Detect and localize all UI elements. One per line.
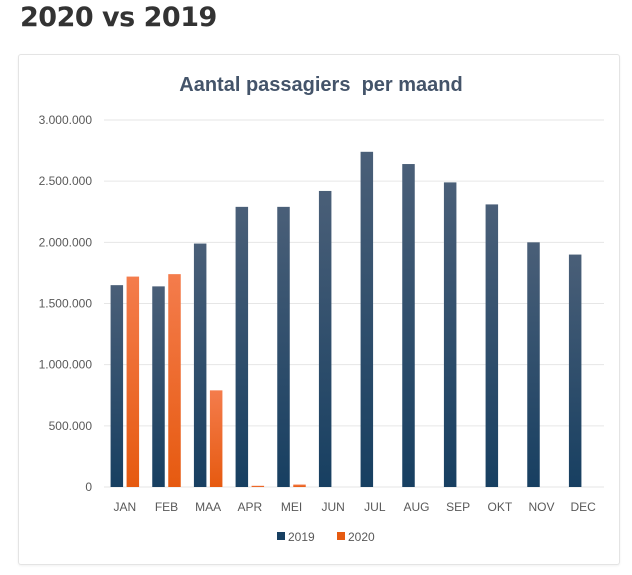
x-tick-label: OKT <box>487 500 512 514</box>
y-axis-ticks: 0 500.000 1.000.000 1.500.000 2.000.000 2.500… <box>39 113 93 494</box>
page-heading: 2020 vs 2019 <box>20 2 217 33</box>
x-tick-label: APR <box>237 500 262 514</box>
x-tick-label: MEI <box>281 500 302 514</box>
legend: 2019 2020 <box>277 530 375 544</box>
bars <box>110 151 582 487</box>
bar-2019-sep <box>443 182 457 487</box>
bar-2020-maa <box>209 390 223 487</box>
y-tick-label: 1.000.000 <box>39 358 93 372</box>
x-tick-label: JUL <box>364 500 386 514</box>
legend-label: 2020 <box>348 530 375 544</box>
bar-2019-dec <box>568 254 582 487</box>
bar-2019-aug <box>402 164 415 487</box>
bar-2019-okt <box>485 204 499 487</box>
bar-2019-jul <box>360 151 374 487</box>
bar-2020-apr <box>251 485 265 487</box>
gridlines <box>104 119 604 488</box>
bar-2019-jan <box>110 285 124 487</box>
bar-2019-mei <box>277 206 290 487</box>
bar-2020-feb <box>168 274 181 487</box>
legend-item-2019: 2019 <box>277 530 315 544</box>
y-tick-label: 2.000.000 <box>39 235 93 249</box>
bar-2019-feb <box>152 286 165 487</box>
x-tick-label: FEB <box>155 500 178 514</box>
y-tick-label: 3.000.000 <box>39 113 93 127</box>
y-tick-label: 1.500.000 <box>39 297 93 311</box>
y-tick-label: 0 <box>85 480 92 494</box>
bar-2019-jun <box>318 190 332 487</box>
y-tick-label: 2.500.000 <box>39 174 93 188</box>
x-tick-label: JAN <box>113 500 136 514</box>
legend-item-2020: 2020 <box>337 530 375 544</box>
legend-swatch-2020 <box>337 532 345 540</box>
y-tick-label: 500.000 <box>49 419 93 433</box>
bar-chart: Aantal passagiers per maand 0 500.000 1.00… <box>39 74 604 544</box>
legend-label: 2019 <box>288 530 315 544</box>
x-tick-label: MAA <box>195 500 221 514</box>
legend-swatch-2019 <box>277 532 285 540</box>
bar-2020-mei <box>293 484 306 487</box>
chart-title: Aantal passagiers per maand <box>179 74 462 96</box>
bar-2019-maa <box>193 243 207 487</box>
bar-2020-jan <box>126 276 140 487</box>
chart-card: Aantal passagiers per maand 0 500.000 1.00… <box>18 54 620 565</box>
x-tick-label: SEP <box>446 500 470 514</box>
bar-2019-nov <box>527 242 540 487</box>
x-tick-label: NOV <box>528 500 554 514</box>
x-tick-label: DEC <box>570 500 596 514</box>
bar-2019-apr <box>235 206 249 487</box>
x-tick-label: AUG <box>403 500 429 514</box>
x-axis-ticks: JAN FEB MAA APR MEI JUN JUL AUG SEP OKT NOV DEC <box>113 500 596 514</box>
x-tick-label: JUN <box>321 500 344 514</box>
